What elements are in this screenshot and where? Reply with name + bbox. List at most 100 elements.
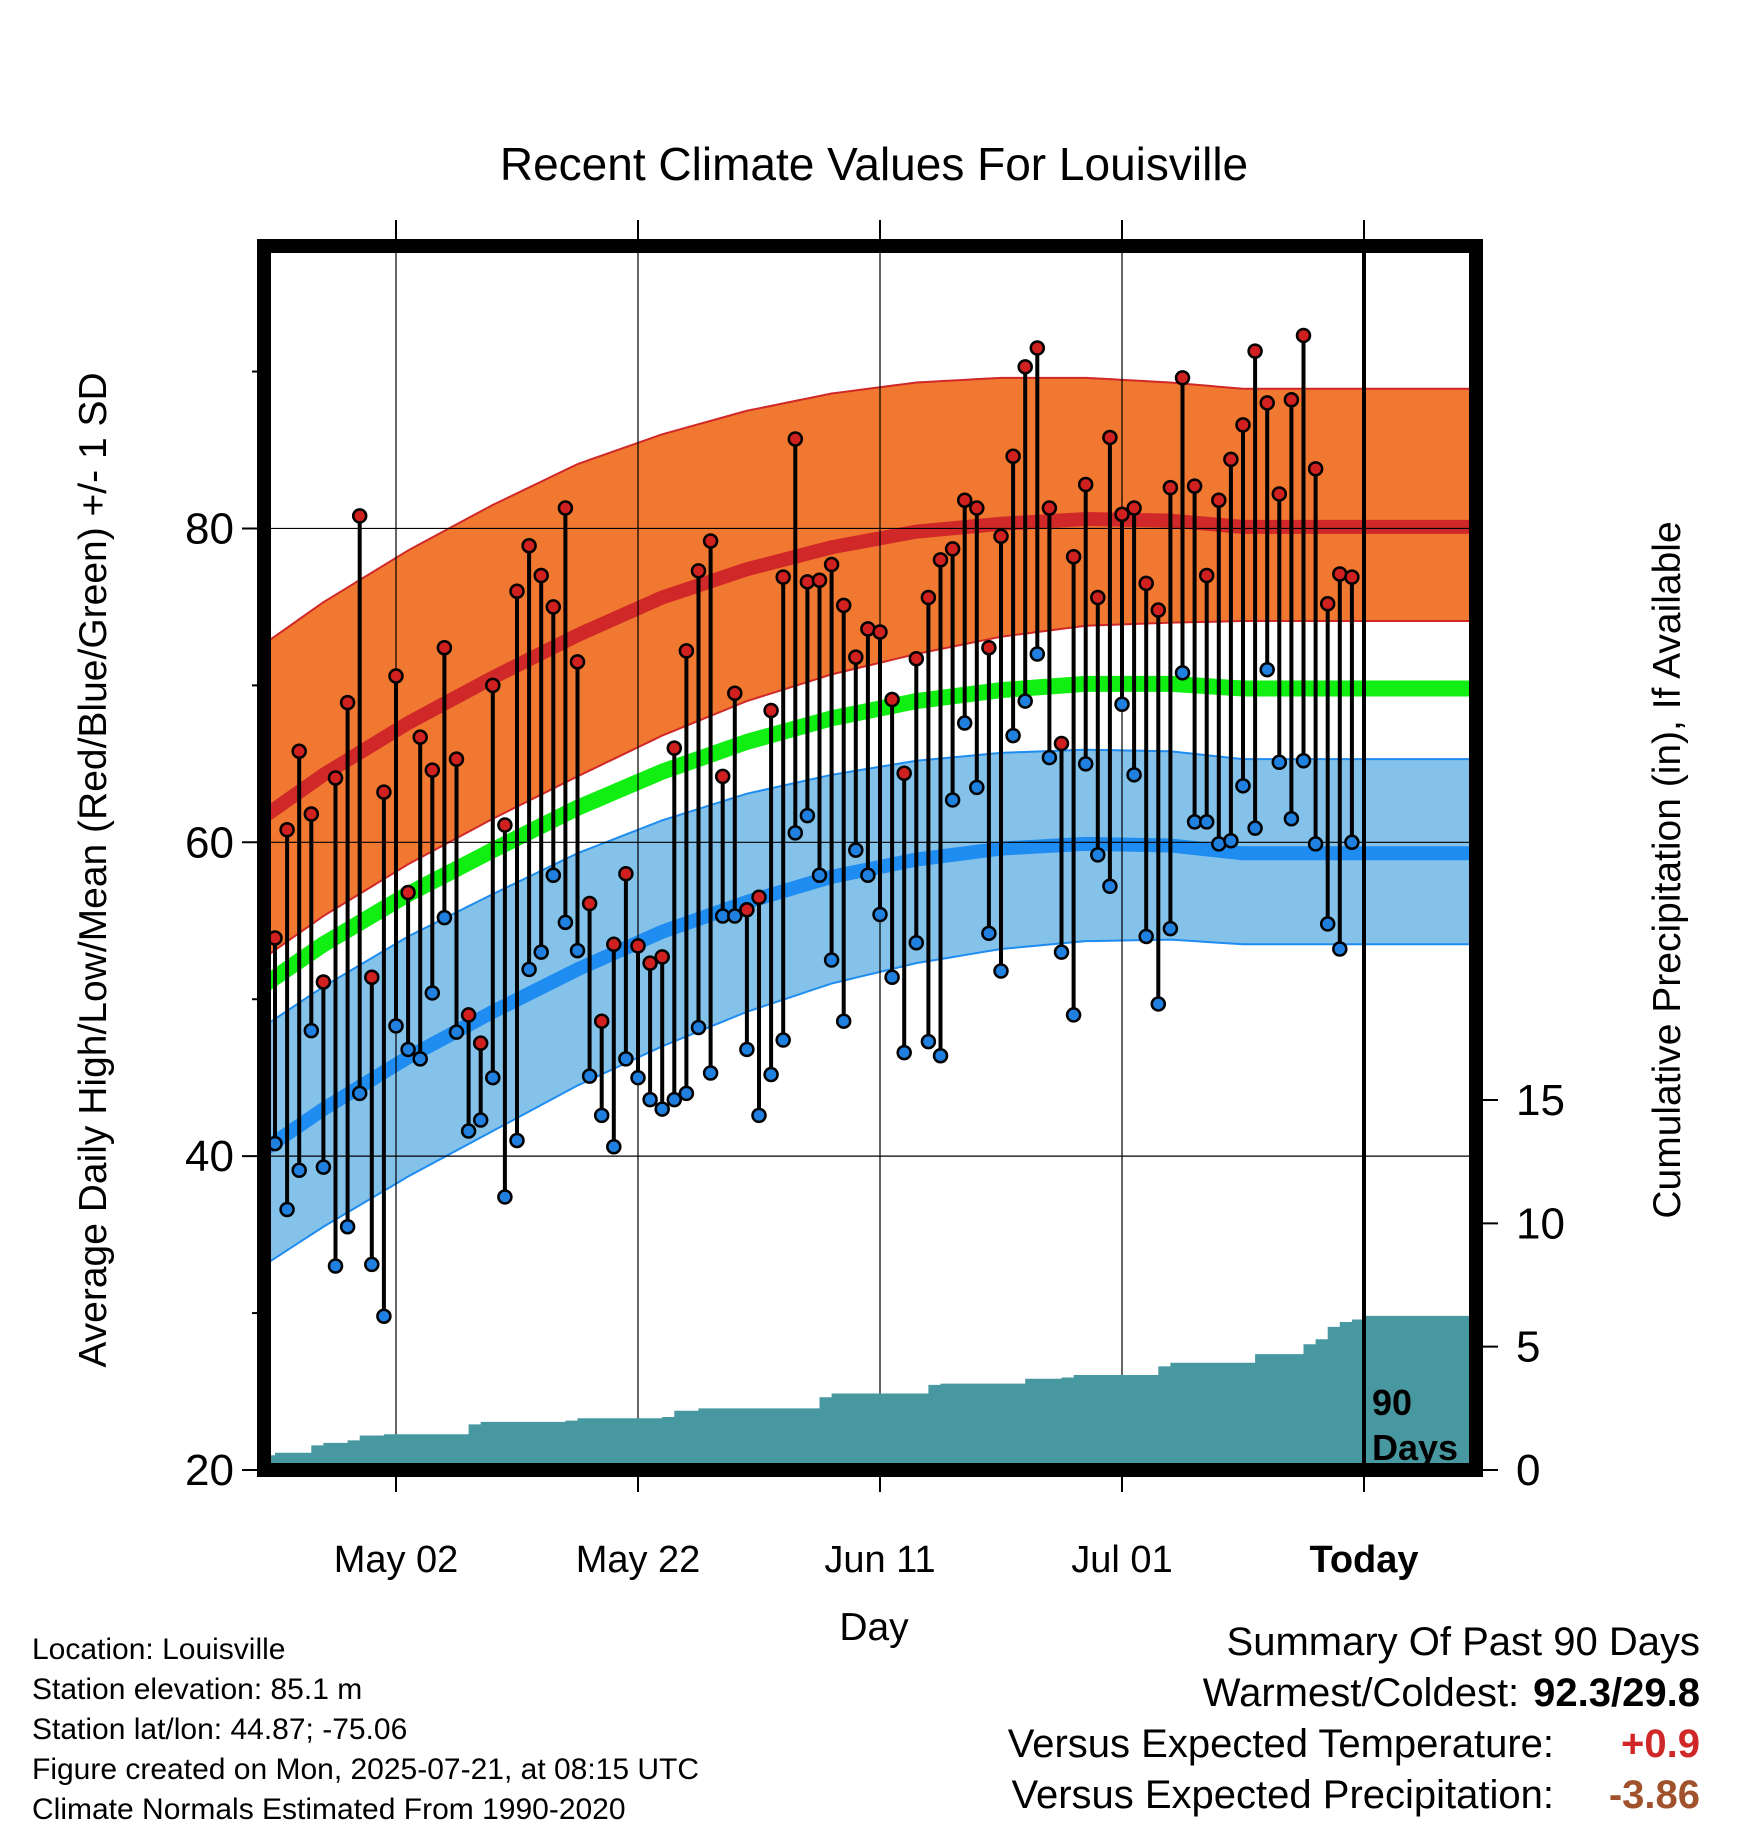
daily-high-point	[666, 740, 683, 756]
daily-low-point	[291, 1162, 307, 1179]
daily-high-point	[848, 649, 864, 665]
daily-high-point	[1077, 476, 1094, 493]
y-tick-label: 20	[185, 1446, 234, 1495]
daily-low-point	[654, 1101, 670, 1117]
daily-high-point	[460, 1007, 477, 1023]
plot-area: 90 Days 20 40 60 80 0 5 10 15 May 02 May 22 Jun 11 Ju…	[185, 220, 1565, 1581]
warmest-label: Warmest/Coldest:	[1202, 1671, 1520, 1715]
daily-high-point	[1211, 492, 1227, 508]
daily-high-point	[751, 889, 767, 905]
daily-low-point	[1283, 811, 1300, 827]
daily-low-point	[956, 715, 973, 731]
today-marker-line2: Days	[1372, 1427, 1458, 1468]
daily-high-point	[956, 492, 973, 508]
location-text: Location: Louisville	[32, 1633, 286, 1666]
daily-low-point	[460, 1123, 477, 1139]
daily-high-point	[1344, 569, 1360, 585]
daily-high-point	[1102, 429, 1118, 446]
daily-low-point	[751, 1107, 767, 1124]
daily-low-point	[472, 1112, 489, 1128]
daily-high-point	[1126, 500, 1142, 516]
warmest-value: 92.3/29.8	[1533, 1671, 1700, 1715]
latlon-text: Station lat/lon: 44.87; -75.06	[32, 1713, 408, 1746]
daily-high-point	[400, 884, 416, 901]
daily-low-point	[884, 969, 900, 986]
summary-warmest-row: Warmest/Coldest: 92.3/29.8	[1008, 1668, 1700, 1719]
daily-high-point	[763, 702, 779, 719]
daily-high-point	[993, 528, 1009, 545]
daily-low-point	[848, 842, 864, 858]
high-sd-band-upper-edge	[264, 376, 1476, 646]
daily-low-point	[1138, 928, 1154, 945]
daily-low-point	[1017, 693, 1033, 709]
daily-low-point	[775, 1032, 791, 1048]
daily-high-point	[436, 639, 453, 656]
daily-high-point	[557, 500, 574, 516]
summary-precip-row: Versus Expected Precipitation: -3.86	[1008, 1770, 1700, 1821]
daily-high-point	[339, 694, 356, 711]
daily-low-point	[1174, 665, 1191, 681]
daily-low-point	[339, 1219, 356, 1235]
daily-high-point	[1041, 500, 1058, 516]
daily-low-point	[279, 1201, 295, 1218]
daily-high-point	[908, 650, 925, 667]
daily-high-point	[315, 974, 332, 990]
station-info: Location: Louisville Station elevation: …	[32, 1630, 699, 1830]
x-tick-label: Today	[1309, 1539, 1418, 1581]
daily-low-point	[1247, 820, 1263, 836]
daily-low-point	[485, 1069, 501, 1086]
daily-low-point	[1077, 756, 1094, 772]
daily-low-point	[823, 952, 840, 968]
y-tick-label: 60	[185, 818, 234, 867]
daily-high-point	[388, 668, 404, 684]
y-tick-label: 40	[185, 1132, 234, 1181]
normals-text: Climate Normals Estimated From 1990-2020	[32, 1793, 626, 1826]
daily-high-point	[1053, 735, 1070, 752]
daily-low-point	[448, 1024, 465, 1040]
daily-high-point	[1162, 479, 1179, 496]
daily-high-point	[1005, 448, 1021, 465]
daily-high-point	[896, 765, 912, 782]
daily-low-point	[1235, 778, 1251, 794]
daily-low-point	[920, 1033, 937, 1050]
daily-low-point	[981, 925, 997, 942]
daily-low-point	[739, 1041, 755, 1058]
daily-high-point	[1017, 359, 1033, 375]
daily-low-point	[593, 1107, 610, 1124]
daily-high-point	[1090, 589, 1106, 606]
daily-high-point	[364, 969, 380, 986]
today-marker-line1: 90	[1372, 1382, 1412, 1423]
daily-low-point	[811, 867, 828, 884]
daily-high-point	[932, 552, 949, 568]
daily-high-point	[448, 751, 465, 767]
daily-low-point	[799, 807, 816, 824]
daily-high-point	[1029, 340, 1046, 356]
daily-high-point	[424, 762, 441, 778]
daily-low-point	[388, 1018, 404, 1034]
x-tick-label: Jun 11	[824, 1539, 935, 1581]
daily-low-point	[569, 942, 586, 959]
daily-high-point	[497, 817, 513, 833]
daily-low-point	[969, 779, 985, 796]
daily-high-point	[1150, 602, 1167, 618]
y-tick-label: 80	[185, 504, 234, 553]
daily-low-point	[642, 1091, 658, 1108]
daily-high-point	[472, 1035, 489, 1051]
daily-high-point	[1295, 327, 1312, 344]
low-sd-band-lower-edge	[264, 938, 1476, 1267]
plot-frame	[257, 239, 1483, 1477]
daily-low-point	[763, 1066, 779, 1083]
daily-low-point	[618, 1051, 634, 1067]
daily-low-point	[944, 792, 961, 808]
daily-low-point	[860, 867, 876, 884]
daily-high-point	[1174, 370, 1191, 386]
daily-low-point	[1344, 834, 1360, 851]
daily-low-point	[545, 867, 562, 884]
daily-low-point	[1295, 752, 1312, 769]
daily-low-point	[932, 1047, 949, 1064]
x-tick-label: May 02	[334, 1539, 459, 1581]
summary-heading: Summary Of Past 90 Days	[1226, 1620, 1700, 1664]
precip-anomaly-value: -3.86	[1608, 1773, 1700, 1817]
daily-low-point	[1198, 814, 1215, 830]
summary-temp-row: Versus Expected Temperature: +0.9	[1008, 1719, 1700, 1770]
